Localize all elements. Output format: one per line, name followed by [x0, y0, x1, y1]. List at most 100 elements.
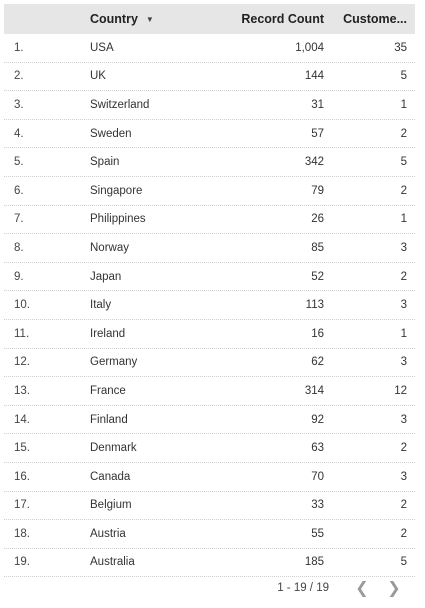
cell-record-count: 144	[304, 70, 324, 83]
table-row[interactable]: 4. Sweden 57 2	[4, 120, 415, 149]
table-body: 1. USA 1,004 35 2. UK 144 5 3. Switzerland 31 1 4. Sw…	[4, 34, 415, 578]
cell-customers: 2	[400, 499, 407, 512]
cell-country: USA	[90, 41, 114, 54]
cell-record-count: 31	[311, 98, 324, 111]
cell-customers: 2	[400, 527, 407, 540]
cell-customers: 5	[400, 556, 407, 569]
table-row[interactable]: 15. Denmark 63 2	[4, 434, 415, 463]
table-row[interactable]: 12. Germany 62 3	[4, 349, 415, 378]
row-index: 10.	[14, 299, 30, 312]
row-index: 4.	[14, 127, 24, 140]
cell-customers: 12	[394, 384, 407, 397]
cell-record-count: 63	[311, 442, 324, 455]
table-row[interactable]: 16. Canada 70 3	[4, 463, 415, 492]
row-index: 1.	[14, 41, 24, 54]
header-record-count[interactable]: Record Count	[241, 12, 324, 26]
row-index: 14.	[14, 413, 30, 426]
cell-record-count: 55	[311, 527, 324, 540]
row-index: 2.	[14, 70, 24, 83]
table-row[interactable]: 17. Belgium 33 2	[4, 492, 415, 521]
header-customers[interactable]: Custome...	[343, 12, 407, 26]
header-country[interactable]: Country ▼	[90, 12, 218, 26]
header-country-label[interactable]: Country	[90, 12, 138, 26]
chevron-left-icon[interactable]: ❮	[355, 580, 369, 597]
pagination: 1 - 19 / 19 ❮ ❯	[4, 574, 415, 602]
row-index: 12.	[14, 356, 30, 369]
cell-record-count: 1,004	[295, 41, 324, 54]
row-index: 18.	[14, 527, 30, 540]
row-index: 7.	[14, 213, 24, 226]
cell-country: Germany	[90, 356, 138, 369]
table-row[interactable]: 2. UK 144 5	[4, 63, 415, 92]
cell-customers: 35	[394, 41, 407, 54]
table-header: Country ▼ Record Count Custome...	[4, 4, 415, 34]
row-index: 15.	[14, 442, 30, 455]
cell-country: Philippines	[90, 213, 146, 226]
sort-desc-icon[interactable]: ▼	[145, 14, 154, 24]
cell-customers: 3	[400, 241, 407, 254]
cell-record-count: 92	[311, 413, 324, 426]
table-row[interactable]: 8. Norway 85 3	[4, 234, 415, 263]
cell-country: Italy	[90, 299, 112, 312]
row-index: 11.	[14, 327, 30, 340]
cell-customers: 2	[400, 184, 407, 197]
row-index: 19.	[14, 556, 30, 569]
cell-record-count: 113	[305, 299, 324, 312]
table-row[interactable]: 6. Singapore 79 2	[4, 177, 415, 206]
cell-country: Singapore	[90, 184, 143, 197]
cell-customers: 3	[400, 356, 407, 369]
cell-record-count: 57	[311, 127, 324, 140]
cell-country: Switzerland	[90, 98, 150, 111]
cell-country: UK	[90, 70, 106, 83]
cell-record-count: 314	[304, 384, 324, 397]
cell-record-count: 342	[304, 156, 324, 169]
row-index: 3.	[14, 98, 24, 111]
cell-country: Austria	[90, 527, 126, 540]
table-row[interactable]: 19. Australia 185 5	[4, 549, 415, 578]
chevron-right-icon[interactable]: ❯	[387, 580, 401, 597]
table-row[interactable]: 10. Italy 113 3	[4, 291, 415, 320]
cell-record-count: 16	[311, 327, 324, 340]
cell-country: Sweden	[90, 127, 132, 140]
cell-country: Denmark	[90, 442, 137, 455]
table-row[interactable]: 18. Austria 55 2	[4, 520, 415, 549]
cell-customers: 3	[400, 470, 407, 483]
row-index: 8.	[14, 241, 24, 254]
cell-customers: 5	[400, 70, 407, 83]
pagination-range: 1 - 19 / 19	[277, 582, 329, 594]
table-row[interactable]: 7. Philippines 26 1	[4, 206, 415, 235]
cell-country: Japan	[90, 270, 122, 283]
cell-country: Ireland	[90, 327, 126, 340]
row-index: 5.	[14, 156, 24, 169]
cell-record-count: 33	[311, 499, 324, 512]
cell-record-count: 185	[304, 556, 324, 569]
cell-record-count: 26	[311, 213, 324, 226]
table-row[interactable]: 3. Switzerland 31 1	[4, 91, 415, 120]
row-index: 16.	[14, 470, 30, 483]
cell-customers: 1	[400, 213, 407, 226]
data-table: Country ▼ Record Count Custome... 1. USA 1…	[4, 4, 415, 578]
table-row[interactable]: 9. Japan 52 2	[4, 263, 415, 292]
table-row[interactable]: 1. USA 1,004 35	[4, 34, 415, 63]
row-index: 6.	[14, 184, 24, 197]
cell-customers: 5	[400, 156, 407, 169]
table-row[interactable]: 5. Spain 342 5	[4, 148, 415, 177]
cell-country: Spain	[90, 156, 120, 169]
cell-customers: 3	[400, 413, 407, 426]
cell-customers: 1	[400, 98, 407, 111]
row-index: 13.	[14, 384, 30, 397]
cell-record-count: 85	[311, 241, 324, 254]
cell-record-count: 79	[311, 184, 324, 197]
cell-customers: 3	[400, 299, 407, 312]
table-row[interactable]: 14. Finland 92 3	[4, 406, 415, 435]
cell-country: Canada	[90, 470, 131, 483]
cell-country: Belgium	[90, 499, 132, 512]
table-row[interactable]: 11. Ireland 16 1	[4, 320, 415, 349]
cell-country: Australia	[90, 556, 135, 569]
table-row[interactable]: 13. France 314 12	[4, 377, 415, 406]
cell-country: Norway	[90, 241, 129, 254]
cell-customers: 2	[400, 270, 407, 283]
row-index: 17.	[14, 499, 30, 512]
cell-record-count: 52	[311, 270, 324, 283]
cell-customers: 2	[400, 442, 407, 455]
